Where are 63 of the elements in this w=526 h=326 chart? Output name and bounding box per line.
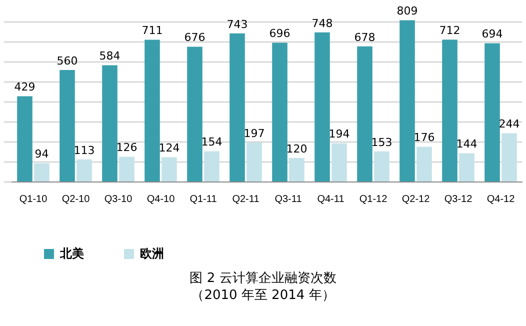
bar [289,158,304,182]
bar [484,43,500,182]
bar [144,40,160,182]
legend-label: 北美 [59,246,84,260]
data-label: 809 [396,4,418,18]
x-tick-label: Q4-11 [317,194,345,205]
bar [459,153,474,182]
data-label: 696 [269,27,290,40]
data-label: 429 [14,80,36,94]
data-label: 113 [74,144,95,157]
bar [204,151,220,182]
bar [60,70,75,182]
bar [374,151,390,182]
bar [314,32,330,182]
x-tick-label: Q3-11 [274,194,302,205]
data-label: 176 [414,131,435,144]
data-label: 560 [56,54,78,68]
bar [17,96,32,182]
bar [119,156,134,182]
data-label: 120 [286,142,308,156]
bar [162,157,177,182]
x-tick-label: Q2-12 [402,194,430,205]
text: （2010 年至 2014 年） [190,287,336,304]
x-tick-label: Q1-10 [19,194,48,205]
data-label: 712 [439,24,460,37]
data-label: 153 [371,136,392,149]
x-tick-label: Q4-12 [486,194,516,205]
data-label: 197 [244,126,265,140]
data-label: 748 [312,16,333,30]
data-label: 676 [184,31,206,44]
x-tick-label: Q3-12 [444,194,473,205]
x-tick-label: Q3-10 [104,194,133,205]
bar [442,40,458,182]
data-label: 144 [456,138,478,151]
x-tick-label: Q2-11 [232,194,260,205]
bar [357,46,372,182]
data-label: 584 [99,50,120,63]
bar [416,146,432,182]
bar [230,33,245,182]
x-tick-label: Q1-11 [190,194,218,205]
bar [246,142,262,182]
legend-label: 欧洲 [140,246,164,260]
data-label: 154 [201,136,222,149]
data-label: 126 [116,141,138,154]
data-label: 743 [226,18,248,31]
data-label: 94 [34,148,49,161]
bar [272,42,288,182]
text: 图 2 云计算企业融资次数 [188,270,338,287]
x-tick-label: Q1-12 [359,194,388,205]
data-label: 711 [142,24,163,38]
bar [187,46,202,182]
data-label: 194 [328,128,350,141]
bar [34,163,50,182]
bar [400,20,415,182]
data-label: 694 [482,28,503,41]
bar [502,133,517,182]
data-label: 678 [354,30,376,44]
x-tick-label: Q4-10 [146,194,176,205]
x-tick-label: Q2-10 [62,194,90,205]
bar [332,143,347,182]
bar [76,159,92,182]
bar [102,65,118,182]
data-label: 124 [158,142,180,155]
